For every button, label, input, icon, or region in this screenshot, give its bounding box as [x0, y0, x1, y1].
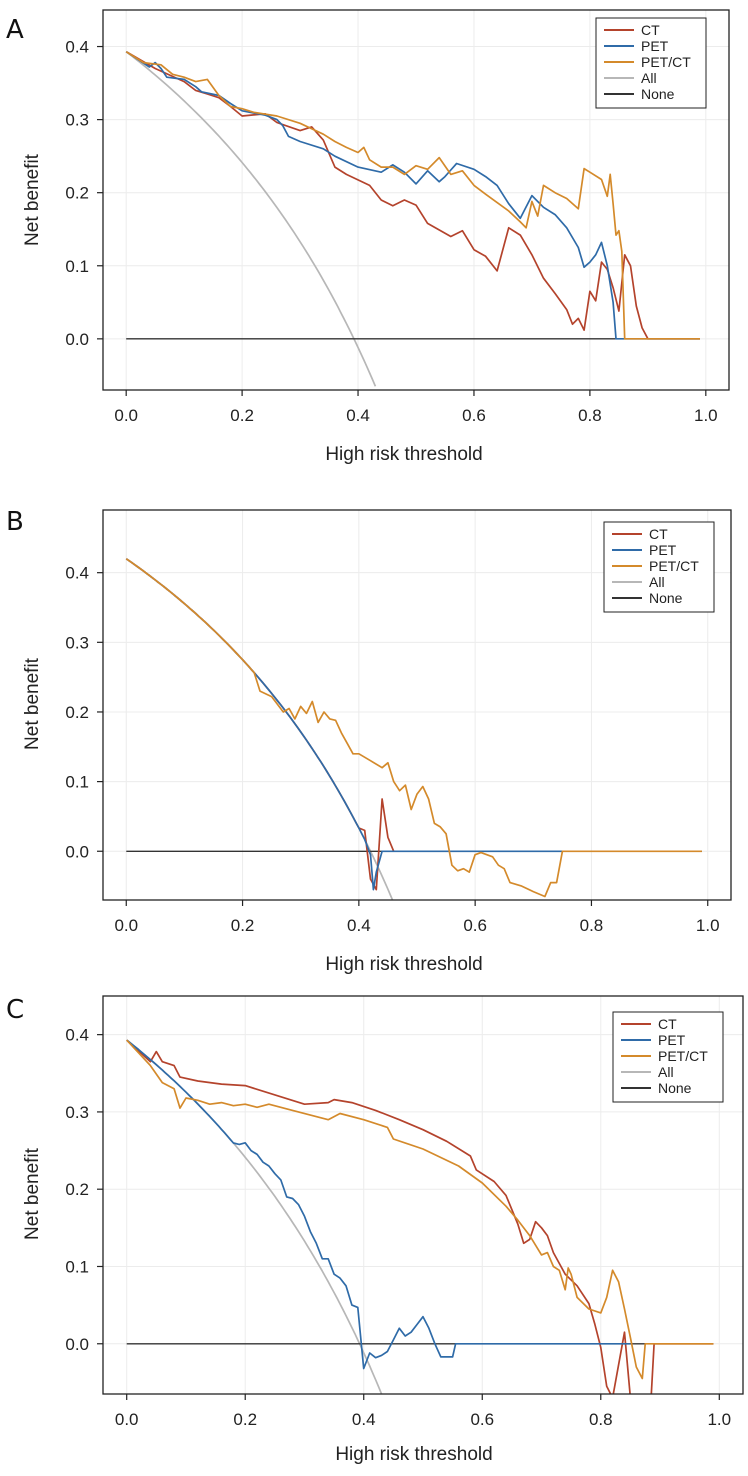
y-tick-label: 0.0 — [65, 330, 89, 349]
y-tick-label: 0.1 — [65, 257, 89, 276]
legend-label: None — [641, 86, 675, 102]
legend-label: PET/CT — [658, 1048, 708, 1064]
legend-label: All — [658, 1064, 674, 1080]
x-tick-label: 0.6 — [462, 406, 486, 425]
y-tick-label: 0.4 — [65, 1026, 89, 1045]
legend-label: PET — [658, 1032, 686, 1048]
panel-letter-a: A — [6, 15, 24, 45]
x-tick-label: 0.2 — [233, 1410, 257, 1429]
panel-b: B 0.0 0.2 0.4 0.6 0.8 1.0 0.0 0.1 0.2 0.3 0.4 High… — [0, 496, 748, 978]
x-tick-label: 1.0 — [707, 1410, 731, 1429]
legend-label: CT — [649, 526, 668, 542]
chart-b: B 0.0 0.2 0.4 0.6 0.8 1.0 0.0 0.1 0.2 0.3 0.4 High… — [6, 507, 732, 975]
x-axis-title: High risk threshold — [325, 954, 482, 975]
y-tick-label: 0.3 — [65, 1103, 89, 1122]
plot-frame — [102, 509, 732, 901]
legend-label: None — [658, 1080, 692, 1096]
plot-frame — [102, 995, 744, 1395]
series-line-all — [126, 1039, 383, 1394]
legend-label: None — [649, 590, 683, 606]
panel-c: C 0.0 0.2 0.4 0.6 0.8 1.0 0.0 0.1 0.2 0.3 0.4 High… — [0, 984, 748, 1476]
legend-label: CT — [658, 1016, 677, 1032]
y-tick-label: 0.3 — [65, 111, 89, 130]
x-tick-label: 0.6 — [470, 1410, 494, 1429]
x-tick-label: 1.0 — [694, 406, 718, 425]
legend-label: All — [649, 574, 665, 590]
panel-letter-b: B — [6, 507, 24, 537]
chart-c: C 0.0 0.2 0.4 0.6 0.8 1.0 0.0 0.1 0.2 0.3 0.4 High… — [6, 995, 744, 1465]
y-tick-label: 0.3 — [65, 633, 89, 652]
y-tick-label: 0.1 — [65, 1257, 89, 1276]
legend-label: PET — [649, 542, 677, 558]
series-line-pet-ct — [125, 50, 700, 340]
x-tick-label: 0.6 — [463, 916, 487, 935]
y-axis-title: Net benefit — [22, 657, 43, 750]
legend-label: PET/CT — [649, 558, 699, 574]
y-tick-label: 0.0 — [65, 1335, 89, 1354]
x-tick-label: 0.4 — [347, 916, 371, 935]
chart-a: A 0.0 0.2 0.4 0.6 0.8 1.0 0.0 0.1 0.2 0.3 0.4 High… — [6, 9, 730, 465]
x-tick-label: 0.8 — [578, 406, 602, 425]
x-tick-label: 1.0 — [696, 916, 720, 935]
y-axis-title: Net benefit — [22, 153, 43, 246]
series-line-pet-ct — [126, 1039, 714, 1380]
legend-label: PET/CT — [641, 54, 691, 70]
x-tick-label: 0.0 — [114, 916, 138, 935]
y-tick-label: 0.2 — [65, 1180, 89, 1199]
x-axis-title: High risk threshold — [325, 444, 482, 465]
x-tick-label: 0.8 — [589, 1410, 613, 1429]
x-tick-label: 0.4 — [346, 406, 370, 425]
legend-label: PET — [641, 38, 669, 54]
y-tick-label: 0.2 — [65, 184, 89, 203]
series-line-pet-ct — [125, 558, 702, 898]
x-axis-title: High risk threshold — [335, 1444, 492, 1465]
series-line-all — [125, 51, 377, 387]
x-tick-label: 0.2 — [231, 916, 255, 935]
panel-letter-c: C — [6, 995, 24, 1025]
y-tick-label: 0.4 — [65, 38, 89, 57]
series-line-pet — [125, 50, 700, 340]
x-tick-label: 0.2 — [230, 406, 254, 425]
y-tick-label: 0.4 — [65, 564, 89, 583]
series-line-pet — [125, 558, 563, 891]
x-tick-label: 0.0 — [115, 1410, 139, 1429]
y-axis-title: Net benefit — [22, 1147, 43, 1240]
series-line-pet — [126, 1039, 631, 1370]
series-line-ct — [125, 558, 395, 891]
legend-label: CT — [641, 22, 660, 38]
x-tick-label: 0.8 — [580, 916, 604, 935]
plot-frame — [102, 9, 730, 391]
x-tick-label: 0.4 — [352, 1410, 376, 1429]
y-tick-label: 0.1 — [65, 773, 89, 792]
x-tick-label: 0.0 — [114, 406, 138, 425]
y-tick-label: 0.0 — [65, 842, 89, 861]
panel-a: A 0.0 0.2 0.4 0.6 0.8 1.0 0.0 0.1 0.2 0.3 0.4 High… — [0, 0, 748, 484]
y-tick-label: 0.2 — [65, 703, 89, 722]
series-line-ct — [126, 1039, 714, 1394]
legend-label: All — [641, 70, 657, 86]
